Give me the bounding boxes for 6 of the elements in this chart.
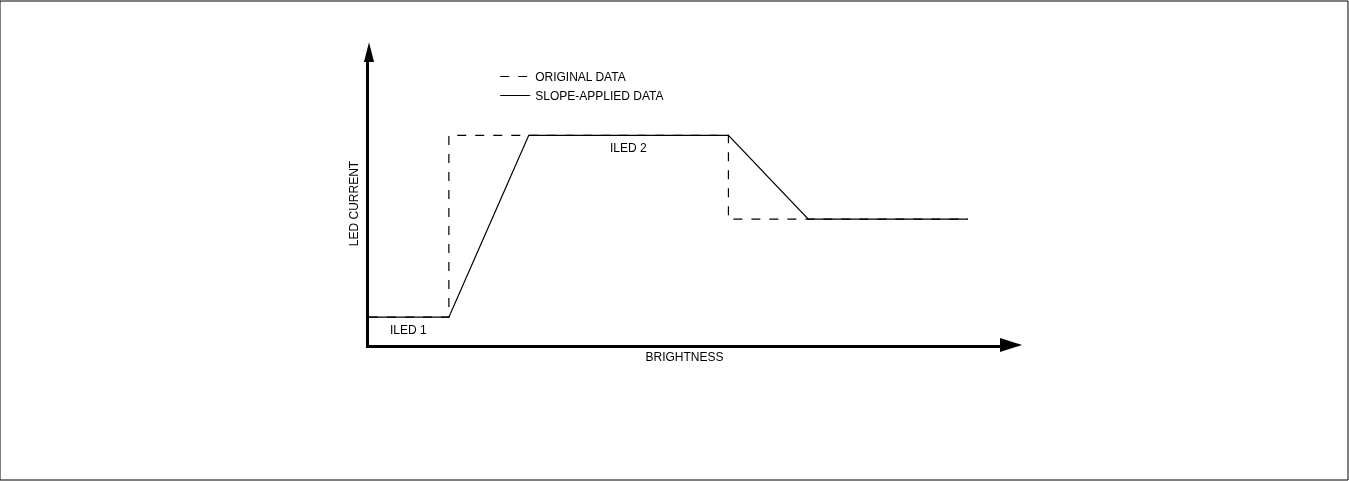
legend-label: SLOPE-APPLIED DATA — [535, 89, 664, 104]
x-axis-title: BRIGHTNESS — [645, 349, 724, 364]
legend-label: ORIGINAL DATA — [535, 70, 626, 85]
y-axis-title: LED CURRENT — [346, 160, 361, 247]
annotation: ILED 1 — [390, 323, 428, 337]
annotation: ILED 2 — [610, 141, 648, 155]
